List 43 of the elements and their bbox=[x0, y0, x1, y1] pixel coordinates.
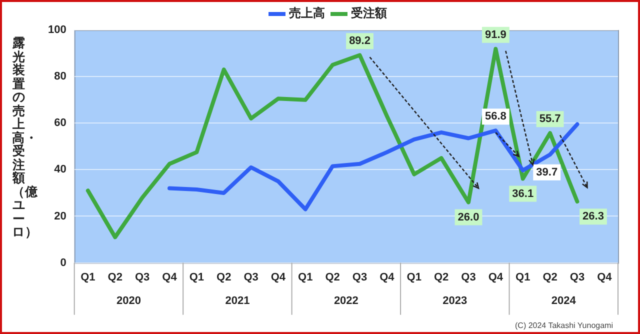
text: (C) 2024 Takashi Yunogami bbox=[515, 321, 614, 330]
x-tick-label: Q2 bbox=[108, 271, 122, 284]
text: 2023 bbox=[442, 294, 468, 307]
x-tick-label: Q1 bbox=[189, 271, 204, 284]
x-tick-label: Q1 bbox=[516, 271, 530, 284]
y-tick-label: 40 bbox=[54, 164, 66, 176]
text: 露光装置の売上高・受注額（億ユーロ） bbox=[12, 35, 38, 239]
data-label: 26.0 bbox=[458, 211, 480, 224]
data-label: 26.3 bbox=[582, 210, 604, 223]
x-tick-label: Q3 bbox=[461, 271, 476, 284]
data-label: 55.7 bbox=[539, 113, 561, 126]
x-tick-label: Q1 bbox=[298, 271, 313, 284]
x-tick-label: Q3 bbox=[134, 271, 150, 284]
x-tick-label: Q2 bbox=[216, 271, 232, 284]
y-tick-label: 60 bbox=[54, 117, 66, 130]
legend-label: 受注額 bbox=[350, 6, 387, 20]
text: 2022 bbox=[334, 294, 358, 307]
x-tick-label: Q3 bbox=[570, 271, 585, 284]
data-label: 89.2 bbox=[349, 35, 370, 48]
x-tick-label: Q2 bbox=[434, 271, 449, 284]
data-label: 39.7 bbox=[536, 166, 558, 178]
x-tick-label: Q2 bbox=[542, 271, 558, 284]
x-tick-label: Q1 bbox=[80, 271, 96, 284]
y-tick-label: 80 bbox=[54, 70, 66, 83]
x-tick-label: Q4 bbox=[597, 271, 613, 284]
x-tick-label: Q4 bbox=[270, 271, 286, 284]
data-label: 56.8 bbox=[484, 110, 506, 123]
data-label: 91.9 bbox=[484, 28, 506, 41]
x-tick-label: Q4 bbox=[162, 271, 178, 284]
legend-label: 売上高 bbox=[289, 6, 325, 20]
y-tick-label: 0 bbox=[60, 256, 66, 269]
x-tick-label: Q4 bbox=[380, 271, 396, 284]
x-tick-label: Q4 bbox=[488, 271, 504, 284]
text: 2021 bbox=[225, 294, 250, 307]
text: 2024 bbox=[551, 294, 577, 307]
x-tick-label: Q3 bbox=[352, 271, 368, 284]
y-tick-label: 100 bbox=[48, 24, 66, 36]
x-tick-label: Q3 bbox=[244, 271, 258, 284]
text: 2020 bbox=[116, 294, 141, 307]
x-tick-label: Q2 bbox=[325, 271, 340, 284]
y-tick-label: 20 bbox=[54, 210, 66, 222]
data-label: 36.1 bbox=[512, 188, 534, 200]
x-tick-label: Q1 bbox=[406, 271, 422, 284]
